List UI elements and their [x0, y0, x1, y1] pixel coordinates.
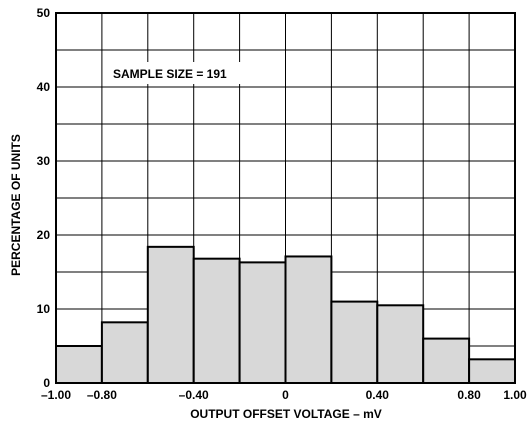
x-tick-label-2: –0.40 — [179, 388, 209, 402]
x-tick-label-1: –0.80 — [87, 388, 117, 402]
y-tick-label-1: 10 — [37, 302, 51, 316]
histogram-bar-7 — [376, 304, 425, 384]
histogram-bars — [55, 245, 517, 385]
x-tick-label-0: –1.00 — [41, 388, 71, 402]
histogram-bar-5 — [284, 255, 333, 384]
histogram-bar-8 — [422, 337, 471, 385]
y-tick-label-4: 40 — [37, 80, 51, 94]
histogram-bar-9 — [468, 358, 517, 385]
x-tick-labels: –1.00 –0.80 –0.40 0 0.40 0.80 1.00 — [41, 388, 527, 402]
x-tick-label-5: 0.80 — [457, 388, 481, 402]
histogram-bar-4 — [238, 261, 287, 385]
x-tick-label-6: 1.00 — [503, 388, 527, 402]
histogram-bar-2 — [146, 245, 195, 384]
x-tick-label-4: 0.40 — [366, 388, 390, 402]
y-tick-label-3: 30 — [37, 154, 51, 168]
y-axis-label: PERCENTAGE OF UNITS — [9, 134, 23, 276]
y-tick-label-0: 0 — [43, 376, 50, 390]
histogram-bar-3 — [192, 257, 241, 384]
histogram-bar-6 — [330, 300, 379, 385]
annotation-background — [108, 62, 258, 84]
y-tick-label-2: 20 — [37, 228, 51, 242]
histogram-bar-1 — [100, 321, 149, 385]
x-axis-label: OUTPUT OFFSET VOLTAGE – mV — [190, 407, 382, 421]
y-tick-labels: 0 10 20 30 40 50 — [37, 6, 51, 390]
histogram-bar-0 — [55, 345, 103, 384]
plot-frame — [55, 12, 516, 384]
sample-size-annotation: SAMPLE SIZE = 191 — [113, 67, 227, 81]
x-tick-label-3: 0 — [282, 388, 289, 402]
y-tick-label-5: 50 — [37, 6, 51, 20]
